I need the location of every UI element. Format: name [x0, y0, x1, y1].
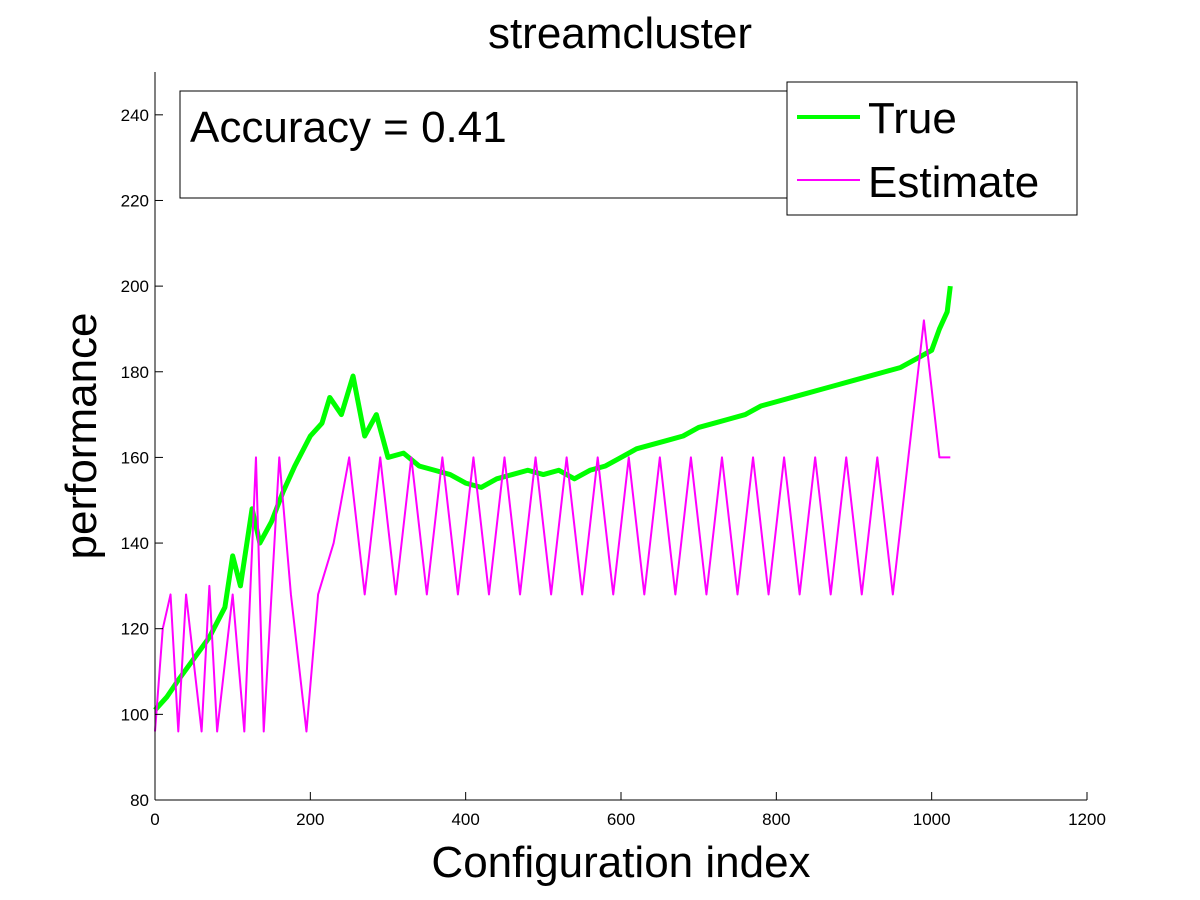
x-axis-label: Configuration index [431, 838, 810, 887]
y-tick-label: 220 [121, 191, 149, 210]
x-tick-label: 600 [607, 810, 635, 829]
series-line-estimate [154, 319, 951, 733]
y-tick-label: 120 [121, 620, 149, 639]
y-tick-label: 100 [121, 705, 149, 724]
x-tick-label: 1000 [913, 810, 951, 829]
series-line-true [153, 285, 953, 712]
y-tick-label: 80 [130, 791, 149, 810]
x-tick-label: 400 [451, 810, 479, 829]
y-tick-label: 240 [121, 106, 149, 125]
y-axis-label: performance [57, 312, 106, 559]
x-tick-label: 1200 [1068, 810, 1106, 829]
y-tick-label: 160 [121, 448, 149, 467]
annotation-box: Accuracy = 0.41 [179, 90, 793, 199]
x-tick-label: 200 [296, 810, 324, 829]
legend: True Estimate [786, 81, 1078, 216]
legend-frame [786, 81, 1078, 216]
accuracy-annotation: Accuracy = 0.41 [190, 103, 507, 152]
legend-label-estimate: Estimate [868, 158, 1039, 207]
series-layer [153, 285, 953, 733]
x-ticks: 0 200 400 600 800 1000 1200 [150, 792, 1106, 829]
chart-title: streamcluster [488, 9, 752, 58]
y-tick-label: 180 [121, 363, 149, 382]
legend-label-true: True [868, 94, 957, 143]
annotation-frame [179, 90, 793, 199]
y-ticks: 80 100 120 140 160 180 200 220 240 [121, 106, 163, 810]
y-tick-label: 140 [121, 534, 149, 553]
x-tick-label: 800 [762, 810, 790, 829]
x-tick-label: 0 [150, 810, 159, 829]
y-tick-label: 200 [121, 277, 149, 296]
